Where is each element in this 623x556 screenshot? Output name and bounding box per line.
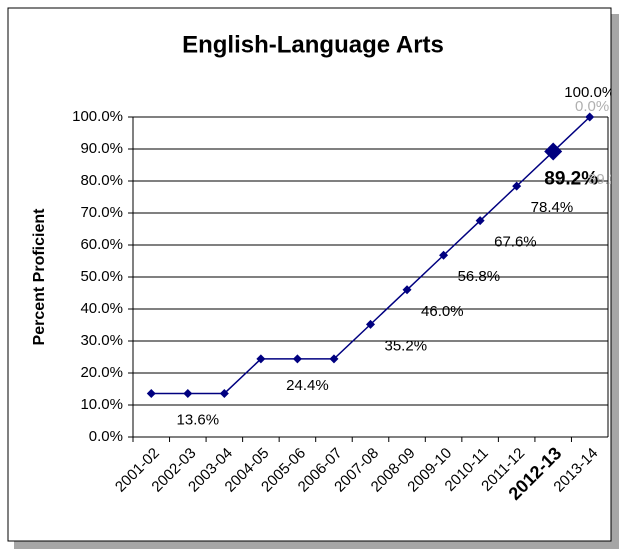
frame-shadow xyxy=(611,14,619,549)
y-tick-label: 70.0% xyxy=(80,204,123,221)
data-point xyxy=(366,319,375,329)
frame xyxy=(7,7,612,542)
y-tick-label: 10.0% xyxy=(80,396,123,413)
data-point xyxy=(402,285,412,295)
y-tick-label: 30.0% xyxy=(80,332,123,349)
data-label: 13.6% xyxy=(177,411,220,428)
data-label: 56.8% xyxy=(458,268,501,285)
y-axis-title: Percent Proficient xyxy=(31,208,48,346)
annotation: 0.0% xyxy=(575,98,609,115)
y-tick-label: 80.0% xyxy=(80,172,123,189)
data-point xyxy=(292,354,302,364)
data-point xyxy=(329,354,339,364)
y-tick-label: 90.0% xyxy=(80,140,123,157)
data-label: 100.0% xyxy=(564,84,615,101)
data-label: 46.0% xyxy=(421,303,464,320)
annotation: 89.2% xyxy=(588,171,623,188)
chart-title: English-Language Arts xyxy=(182,31,444,58)
data-label: 35.2% xyxy=(385,337,428,354)
data-point xyxy=(585,112,595,122)
y-tick-label: 20.0% xyxy=(80,364,123,381)
data-point xyxy=(183,388,193,398)
data-label: 78.4% xyxy=(531,199,574,216)
data-label: 24.4% xyxy=(286,377,329,394)
data-point xyxy=(512,181,522,191)
y-tick-label: 50.0% xyxy=(80,268,123,285)
data-label: 67.6% xyxy=(494,234,537,251)
data-point xyxy=(146,388,156,398)
data-point xyxy=(439,250,449,260)
y-tick-label: 0.0% xyxy=(89,428,123,445)
data-label: 89.2% xyxy=(544,169,598,190)
data-point xyxy=(544,142,563,161)
data-point xyxy=(256,354,266,364)
y-tick-label: 60.0% xyxy=(80,236,123,253)
data-point xyxy=(475,216,485,226)
data-point xyxy=(219,388,229,398)
y-tick-label: 40.0% xyxy=(80,300,123,317)
frame-shadow xyxy=(14,541,617,549)
y-tick-label: 100.0% xyxy=(72,108,123,125)
